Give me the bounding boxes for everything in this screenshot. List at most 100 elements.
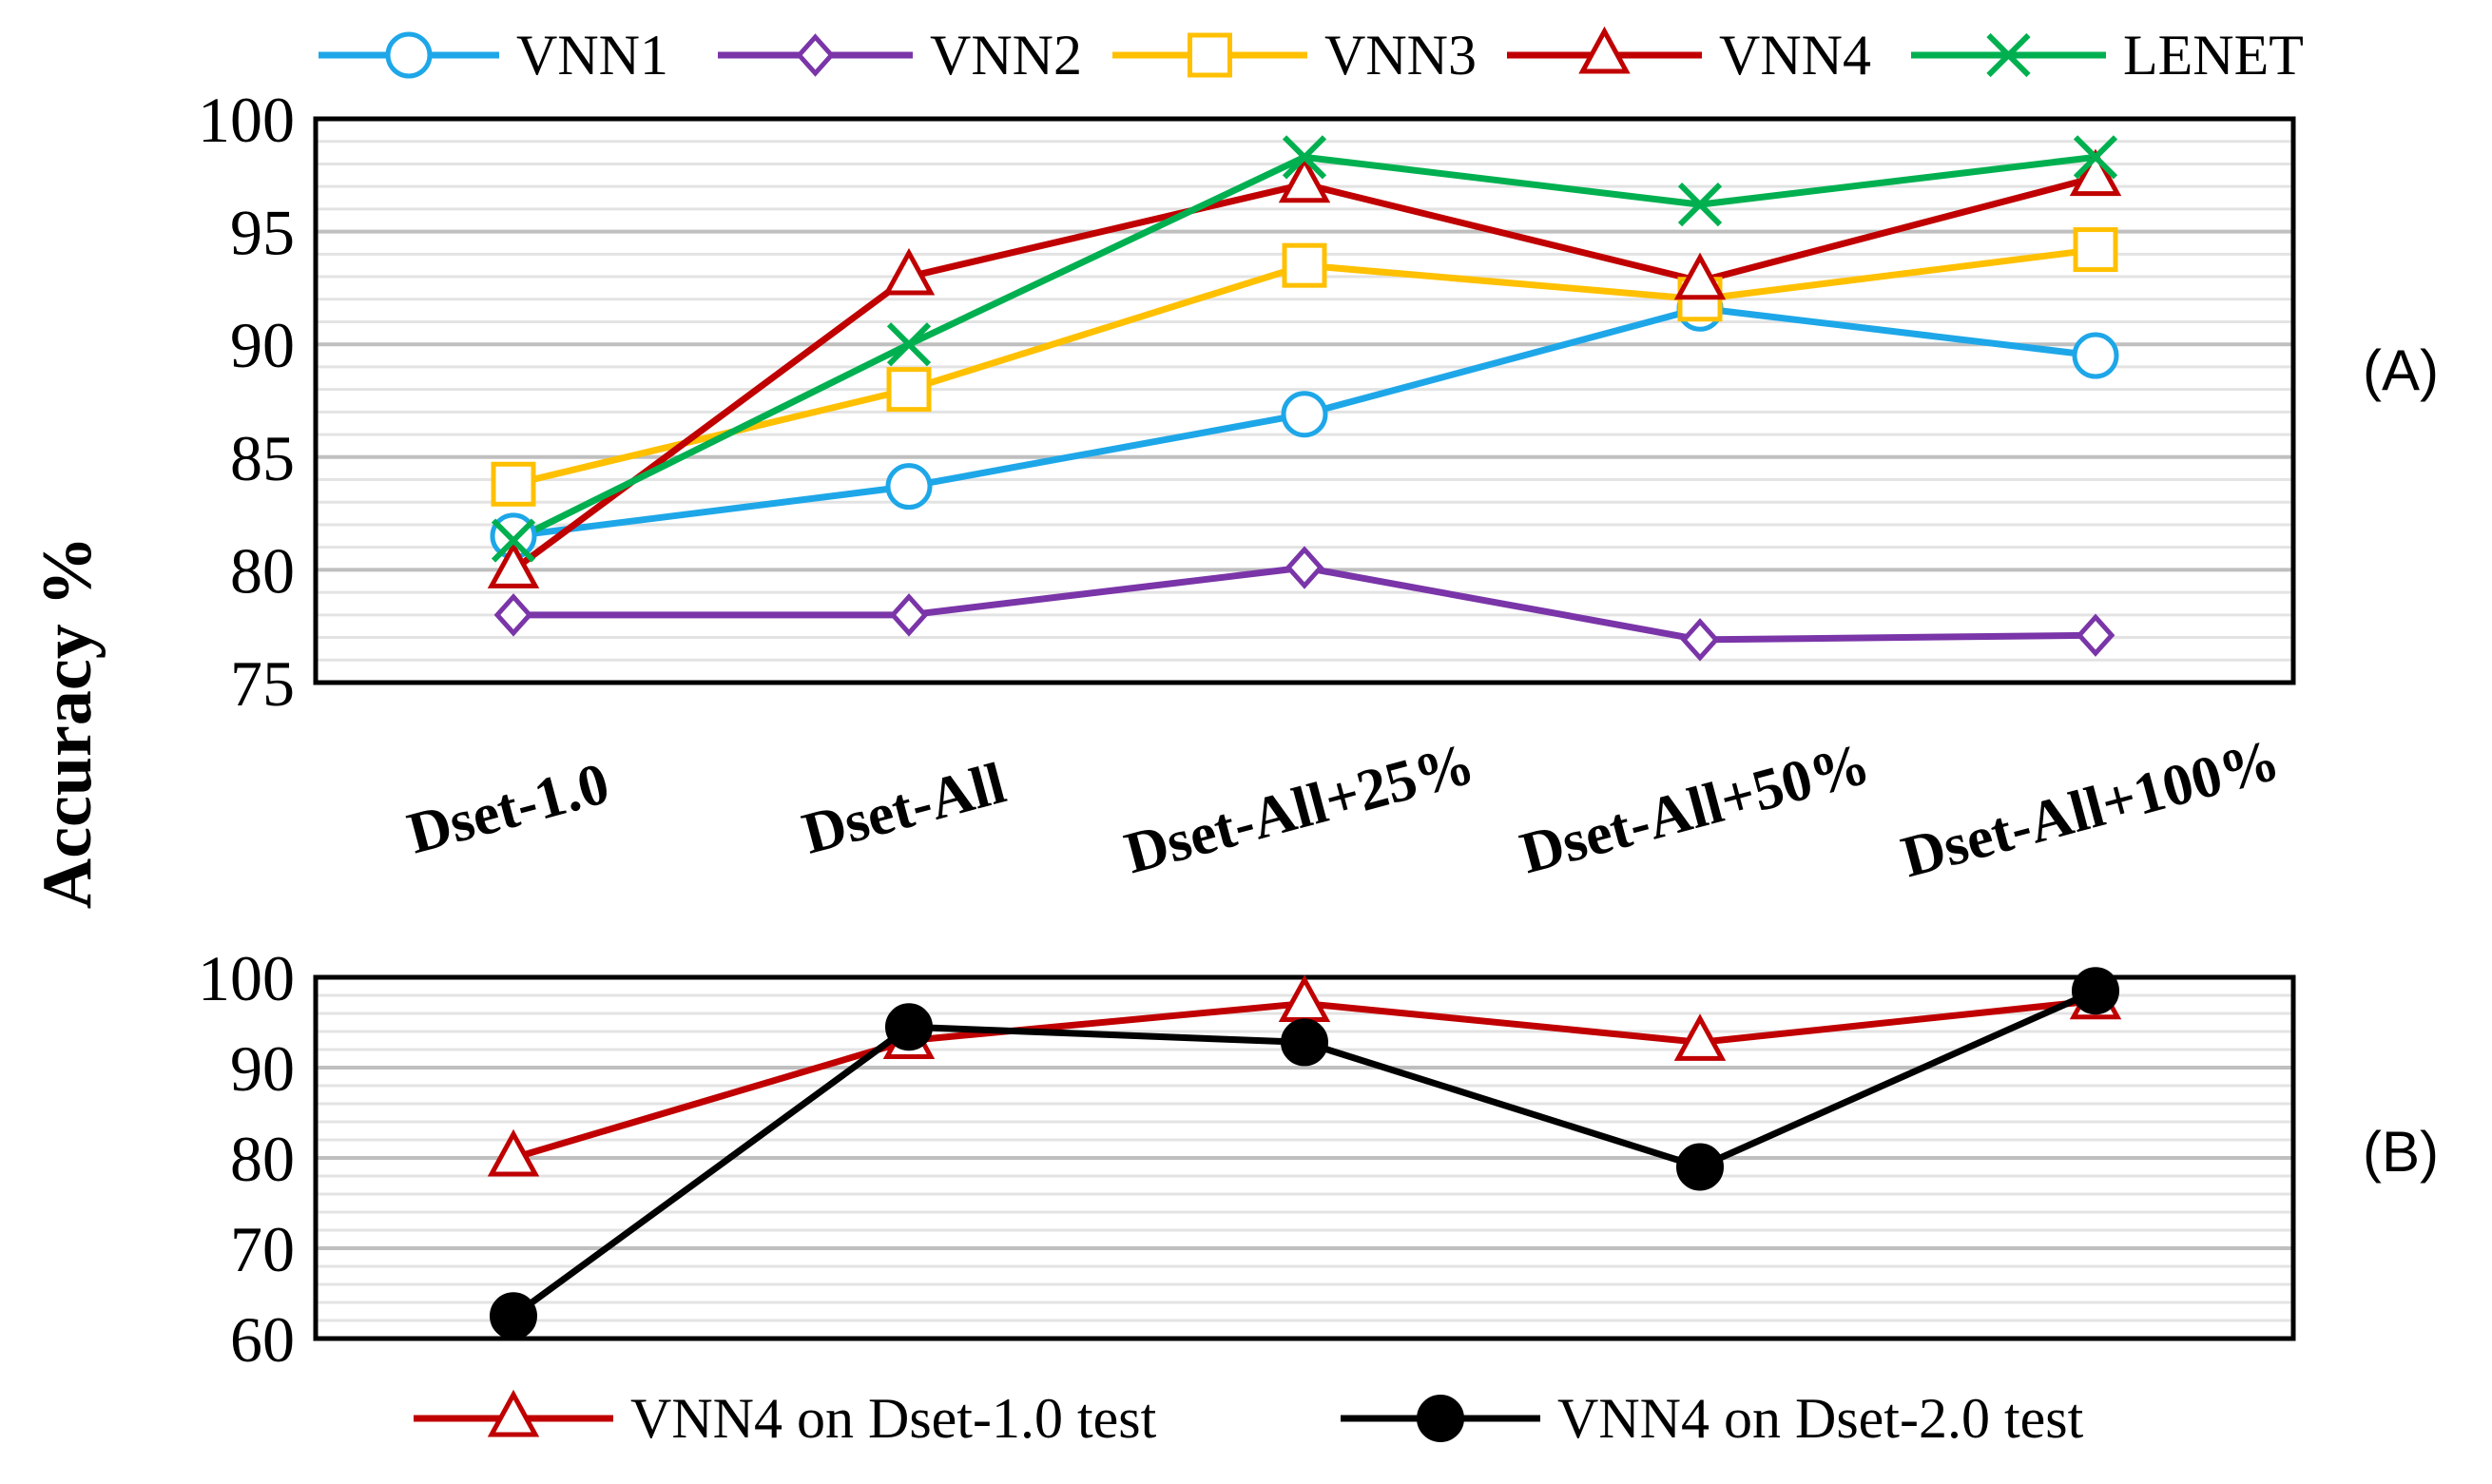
- data-point-lenet: [1282, 135, 1327, 180]
- legend-marker-shape: [1417, 1395, 1464, 1442]
- legend-label: VNN2: [930, 24, 1082, 87]
- data-point-vnn3-shape: [1282, 242, 1327, 288]
- data-point-vnn4-on-dset-2-0-test: [490, 1292, 537, 1340]
- data-point-vnn4-on-dset-1-0-test: [1673, 1013, 1727, 1061]
- x-tick-label: Dset-All+25%: [1118, 731, 1480, 886]
- plot-frame: [313, 116, 2296, 685]
- legend-marker-shape: [385, 31, 433, 79]
- data-point-vnn2-shape: [1680, 618, 1720, 662]
- data-point-lenet: [491, 518, 536, 563]
- data-point-vnn2: [493, 593, 533, 637]
- panel-label: (B): [2363, 1120, 2439, 1184]
- data-point-vnn4-shape: [1278, 155, 1331, 203]
- data-point-vnn2: [889, 593, 929, 637]
- data-point-vnn4-on-dset-2-0-test: [885, 1003, 933, 1051]
- data-point-vnn2: [2076, 613, 2115, 657]
- data-point-vnn1-shape: [2072, 332, 2119, 379]
- data-point-vnn2-shape: [889, 593, 929, 637]
- y-tick-label: 85: [230, 422, 295, 494]
- data-point-vnn4: [1673, 252, 1727, 300]
- data-point-vnn2-shape: [493, 593, 533, 637]
- data-point-vnn4-shape: [487, 541, 540, 588]
- data-point-vnn4: [1278, 155, 1331, 203]
- y-tick-label: 100: [198, 942, 295, 1014]
- legend-item-vnn1: VNN1: [319, 24, 668, 87]
- data-point-lenet-stroke-b: [1677, 183, 1723, 227]
- data-point-vnn4-on-dset-2-0-test: [1281, 1018, 1328, 1067]
- data-point-vnn3: [886, 367, 932, 413]
- data-point-vnn4-on-dset-1-0-test-shape: [487, 1128, 540, 1177]
- data-point-vnn4-on-dset-2-0-test: [2072, 967, 2119, 1015]
- data-point-vnn2-shape: [1285, 546, 1324, 589]
- y-tick-label: 95: [230, 197, 295, 269]
- data-point-vnn1-shape: [1281, 391, 1328, 438]
- series-line-vnn4: [511, 174, 2096, 573]
- y-tick-label: 100: [198, 84, 295, 156]
- y-axis-label: Accuracy %: [29, 536, 106, 909]
- data-point-lenet-stroke-b: [886, 322, 932, 367]
- legend-marker: [1417, 1395, 1464, 1442]
- legend-item-vnn4: VNN4: [1507, 24, 1871, 87]
- data-point-vnn3: [2073, 227, 2118, 273]
- data-point-lenet: [2073, 135, 2118, 180]
- data-point-vnn3-shape: [491, 461, 536, 507]
- data-point-vnn4-on-dset-1-0-test-shape: [1278, 974, 1331, 1023]
- y-tick-label: 80: [230, 1123, 295, 1195]
- x-tick-label: Dset-All: [796, 751, 1012, 867]
- x-tick-label: Dset-1.0: [401, 751, 615, 866]
- data-point-vnn2: [1680, 618, 1720, 662]
- data-point-vnn4-on-dset-2-0-test-shape: [1676, 1143, 1724, 1191]
- data-point-vnn4-shape: [1673, 252, 1727, 300]
- legend-item-vnn4-on-dset-2-0-test: VNN4 on Dset-2.0 test: [1341, 1387, 2084, 1450]
- data-point-vnn4-shape: [2069, 148, 2122, 197]
- data-point-vnn3-shape: [2073, 227, 2118, 273]
- data-point-vnn1-shape: [885, 463, 933, 511]
- legend-marker: [796, 33, 835, 77]
- data-point-lenet: [1677, 183, 1723, 227]
- series-line-lenet: [512, 153, 2096, 544]
- legend-item-lenet: LENET: [1911, 24, 2304, 87]
- data-point-vnn4-on-dset-2-0-test-shape: [490, 1292, 537, 1340]
- legend-item-vnn4-on-dset-1-0-test: VNN4 on Dset-1.0 test: [414, 1387, 1157, 1450]
- data-point-vnn4-on-dset-2-0-test-shape: [1281, 1018, 1328, 1067]
- legend-label: LENET: [2123, 24, 2304, 87]
- legend-label: VNN3: [1324, 24, 1477, 87]
- legend-label: VNN4: [1719, 24, 1871, 87]
- data-point-vnn1: [885, 463, 933, 511]
- legend-marker: [385, 31, 433, 79]
- data-point-vnn2-shape: [2076, 613, 2115, 657]
- data-point-vnn3: [1282, 242, 1327, 288]
- legend-item-vnn2: VNN2: [718, 24, 1082, 87]
- y-tick-label: 90: [230, 1032, 295, 1105]
- legend-marker-shape: [796, 33, 835, 77]
- legend-marker-shape: [487, 1389, 540, 1437]
- legend-marker-shape: [1578, 26, 1631, 74]
- data-point-vnn1: [1281, 391, 1328, 438]
- legend-marker-stroke-b: [1986, 32, 2031, 78]
- data-point-vnn4-shape: [882, 247, 936, 296]
- data-point-vnn4: [2069, 148, 2122, 197]
- data-point-lenet-stroke-b: [2073, 135, 2118, 180]
- data-point-vnn4-on-dset-1-0-test: [1278, 974, 1331, 1023]
- data-point-vnn4-on-dset-2-0-test-shape: [885, 1003, 933, 1051]
- y-tick-label: 90: [230, 309, 295, 381]
- legend-item-vnn3: VNN3: [1112, 24, 1477, 87]
- y-tick-label: 80: [230, 534, 295, 607]
- legend-marker: [1188, 32, 1232, 78]
- y-tick-label: 60: [230, 1303, 295, 1376]
- y-tick-label: 70: [230, 1213, 295, 1285]
- x-tick-label: Dset-All+50%: [1514, 731, 1876, 886]
- x-tick-label: Dset-All+100%: [1895, 727, 2286, 890]
- legend-marker: [1578, 26, 1631, 74]
- panel-label: (A): [2363, 338, 2439, 402]
- data-point-vnn3: [491, 461, 536, 507]
- data-point-vnn2: [1285, 546, 1324, 589]
- legend: VNN1 VNN2 VNN3 VNN4 LENET: [319, 24, 2304, 87]
- legend: VNN4 on Dset-1.0 test VNN4 on Dset-2.0 te…: [414, 1387, 2084, 1450]
- data-point-lenet: [886, 322, 932, 367]
- data-point-vnn4: [882, 247, 936, 296]
- legend-marker: [487, 1389, 540, 1437]
- legend-marker-shape: [1188, 32, 1232, 78]
